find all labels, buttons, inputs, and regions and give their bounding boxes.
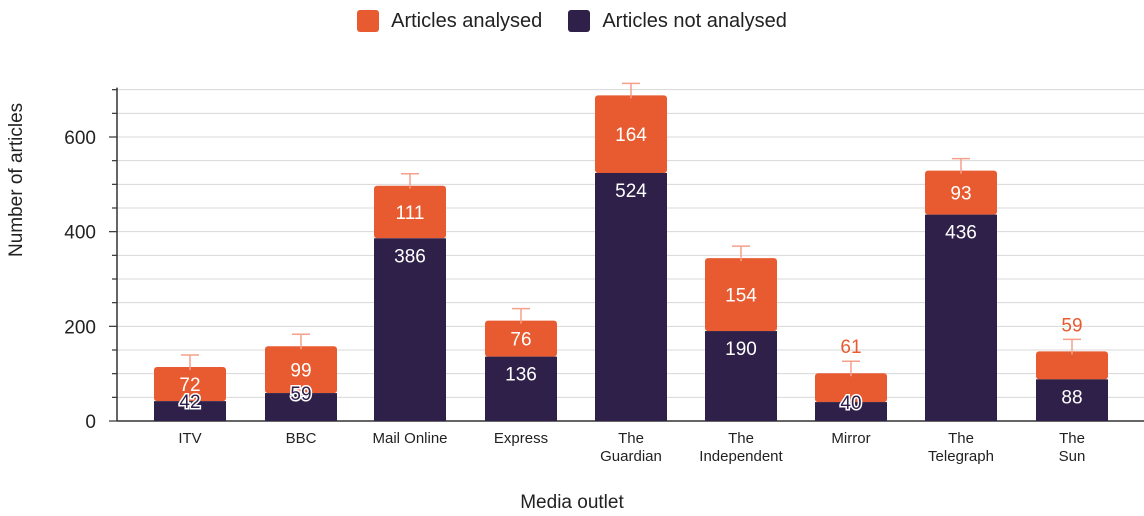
bar-analysed	[374, 185, 446, 239]
bar-not-analysed	[374, 238, 446, 421]
x-tick-label: Mirror	[831, 430, 870, 447]
data-label-not-analysed: 40	[840, 393, 861, 414]
bar-not-analysed	[485, 356, 557, 421]
legend-label-not-analysed: Articles not analysed	[602, 9, 787, 32]
x-tick-label: Telegraph	[928, 448, 994, 465]
x-tick-label: The	[1059, 430, 1085, 447]
data-label-analysed: 99	[290, 361, 311, 382]
data-label-not-analysed: 136	[505, 365, 537, 386]
data-label-analysed: 93	[950, 184, 971, 205]
legend-label-analysed: Articles analysed	[391, 9, 543, 32]
data-label-not-analysed: 59	[290, 384, 311, 405]
x-tick-label: The	[728, 430, 754, 447]
bar-not-analysed	[154, 401, 226, 421]
x-tick-label: Express	[494, 430, 548, 447]
bar-not-analysed	[1036, 379, 1108, 421]
data-label-analysed: 61	[840, 337, 861, 358]
y-tick-label: 400	[64, 223, 96, 244]
data-label-analysed: 59	[1061, 315, 1082, 336]
x-tick-label: Mail Online	[372, 430, 447, 447]
x-tick-label: The	[618, 430, 644, 447]
legend-item-not-analysed: Articles not analysed	[568, 10, 787, 33]
bar-analysed	[705, 258, 777, 332]
bar-not-analysed	[925, 214, 997, 421]
x-tick-label: The	[948, 430, 974, 447]
data-label-analysed: 154	[725, 286, 757, 307]
legend-item-analysed: Articles analysed	[357, 10, 542, 33]
bar-not-analysed	[265, 393, 337, 421]
legend-swatch-not-analysed	[568, 10, 591, 32]
bar-analysed	[485, 320, 557, 357]
bar-analysed	[1036, 351, 1108, 380]
bar-not-analysed	[595, 172, 667, 421]
y-tick-label: 200	[64, 317, 96, 338]
y-tick-label: 600	[64, 128, 96, 149]
data-label-analysed: 72	[179, 375, 200, 396]
bar-analysed	[265, 346, 337, 394]
data-label-not-analysed: 88	[1061, 387, 1082, 408]
y-tick-label: 0	[85, 412, 96, 433]
data-label-not-analysed: 524	[615, 181, 647, 202]
data-label-analysed: 164	[615, 125, 647, 146]
data-label-not-analysed: 436	[945, 223, 977, 244]
chart-legend: Articles analysed Articles not analysed	[0, 8, 1144, 34]
bar-not-analysed	[815, 402, 887, 421]
bar-analysed	[595, 95, 667, 173]
y-axis-title: Number of articles	[6, 102, 27, 257]
data-label-analysed: 76	[510, 330, 531, 351]
bar-analysed	[154, 367, 226, 402]
data-label-not-analysed: 42	[179, 392, 200, 413]
legend-swatch-analysed	[357, 10, 380, 32]
x-tick-label: Guardian	[600, 448, 662, 465]
data-label-not-analysed: 190	[725, 339, 757, 360]
bar-analysed	[815, 373, 887, 403]
x-tick-label: BBC	[286, 430, 317, 447]
x-tick-label: Independent	[699, 448, 783, 465]
x-tick-label: Sun	[1059, 448, 1086, 465]
bar-not-analysed	[705, 331, 777, 421]
x-axis-title: Media outlet	[520, 492, 624, 513]
data-label-analysed: 111	[396, 203, 425, 224]
data-label-not-analysed: 386	[394, 246, 426, 267]
x-tick-label: ITV	[178, 430, 201, 447]
bar-analysed	[925, 170, 997, 215]
